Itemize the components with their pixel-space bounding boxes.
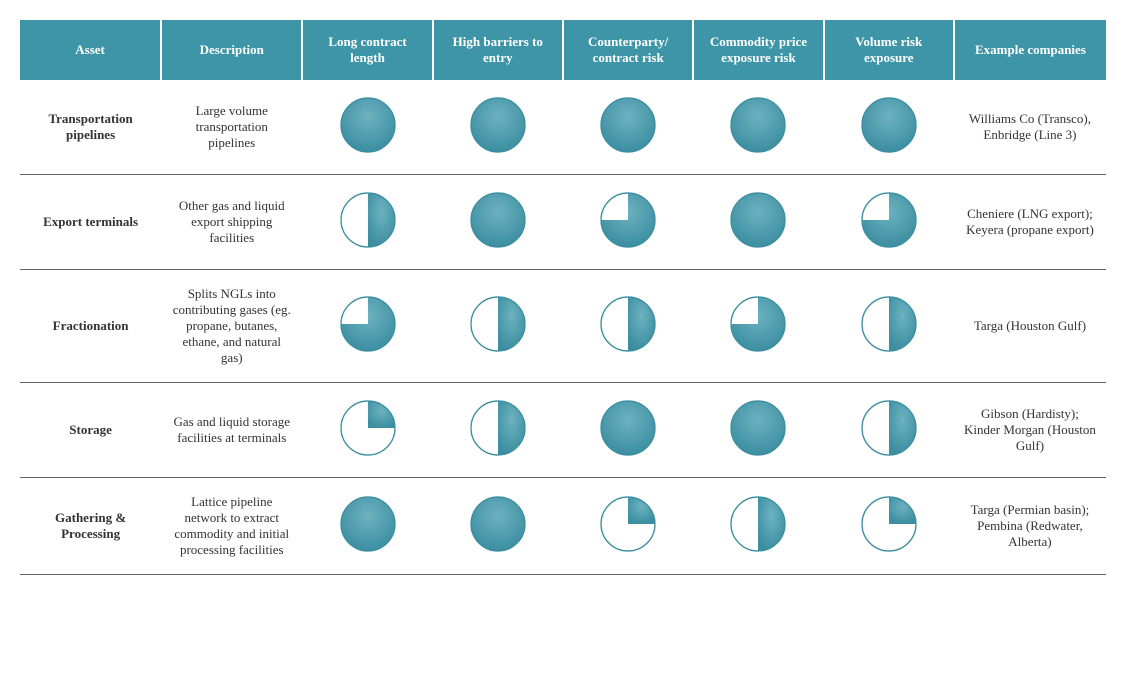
score-cell [302,270,432,383]
harvey-ball-icon [729,96,787,154]
harvey-ball-icon [860,399,918,457]
table-row: Transportation pipelinesLarge volume tra… [20,80,1106,175]
table-row: Gathering & ProcessingLattice pipeline n… [20,478,1106,575]
score-cell [433,80,563,175]
header-counterparty: Counterparty/ contract risk [563,20,693,80]
asset-name: Gathering & Processing [20,478,161,575]
asset-name: Fractionation [20,270,161,383]
score-cell [433,270,563,383]
score-cell [433,175,563,270]
harvey-ball-icon [469,96,527,154]
harvey-ball-icon [599,96,657,154]
score-cell [824,175,954,270]
score-cell [433,383,563,478]
score-cell [824,478,954,575]
score-cell [563,478,693,575]
harvey-ball-icon [339,191,397,249]
harvey-ball-icon [729,495,787,553]
harvey-ball-icon [599,191,657,249]
score-cell [302,175,432,270]
asset-description: Lattice pipeline network to extract comm… [161,478,302,575]
harvey-ball-icon [469,399,527,457]
asset-name: Transportation pipelines [20,80,161,175]
score-cell [563,383,693,478]
score-cell [563,80,693,175]
table-row: FractionationSplits NGLs into contributi… [20,270,1106,383]
harvey-ball-icon [599,295,657,353]
header-volume: Volume risk exposure [824,20,954,80]
asset-description: Splits NGLs into contributing gases (eg.… [161,270,302,383]
harvey-ball-icon [469,495,527,553]
score-cell [693,270,823,383]
score-cell [824,383,954,478]
asset-risk-table: Asset Description Long contract length H… [20,20,1106,575]
table-header: Asset Description Long contract length H… [20,20,1106,80]
harvey-ball-icon [729,399,787,457]
example-companies: Targa (Houston Gulf) [954,270,1106,383]
asset-name: Storage [20,383,161,478]
score-cell [693,478,823,575]
table-row: Export terminalsOther gas and liquid exp… [20,175,1106,270]
harvey-ball-icon [599,495,657,553]
header-commodity: Commodity price exposure risk [693,20,823,80]
harvey-ball-icon [339,495,397,553]
asset-description: Other gas and liquid export shipping fac… [161,175,302,270]
score-cell [824,270,954,383]
harvey-ball-icon [860,191,918,249]
score-cell [693,383,823,478]
harvey-ball-icon [860,96,918,154]
header-contract: Long contract length [302,20,432,80]
harvey-ball-icon [469,295,527,353]
harvey-ball-icon [729,191,787,249]
harvey-ball-icon [339,399,397,457]
harvey-ball-icon [599,399,657,457]
score-cell [563,175,693,270]
score-cell [693,175,823,270]
example-companies: Targa (Permian basin); Pembina (Redwater… [954,478,1106,575]
header-example: Example companies [954,20,1106,80]
score-cell [302,80,432,175]
asset-name: Export terminals [20,175,161,270]
harvey-ball-icon [339,295,397,353]
header-asset: Asset [20,20,161,80]
score-cell [824,80,954,175]
table-body: Transportation pipelinesLarge volume tra… [20,80,1106,575]
score-cell [563,270,693,383]
asset-description: Gas and liquid storage facilities at ter… [161,383,302,478]
table-row: StorageGas and liquid storage facilities… [20,383,1106,478]
score-cell [302,383,432,478]
score-cell [693,80,823,175]
harvey-ball-icon [860,295,918,353]
example-companies: Cheniere (LNG export); Keyera (propane e… [954,175,1106,270]
asset-description: Large volume transportation pipelines [161,80,302,175]
example-companies: Gibson (Hardisty); Kinder Morgan (Housto… [954,383,1106,478]
harvey-ball-icon [860,495,918,553]
score-cell [433,478,563,575]
example-companies: Williams Co (Transco), Enbridge (Line 3) [954,80,1106,175]
header-description: Description [161,20,302,80]
harvey-ball-icon [339,96,397,154]
harvey-ball-icon [469,191,527,249]
score-cell [302,478,432,575]
harvey-ball-icon [729,295,787,353]
header-barriers: High barriers to entry [433,20,563,80]
